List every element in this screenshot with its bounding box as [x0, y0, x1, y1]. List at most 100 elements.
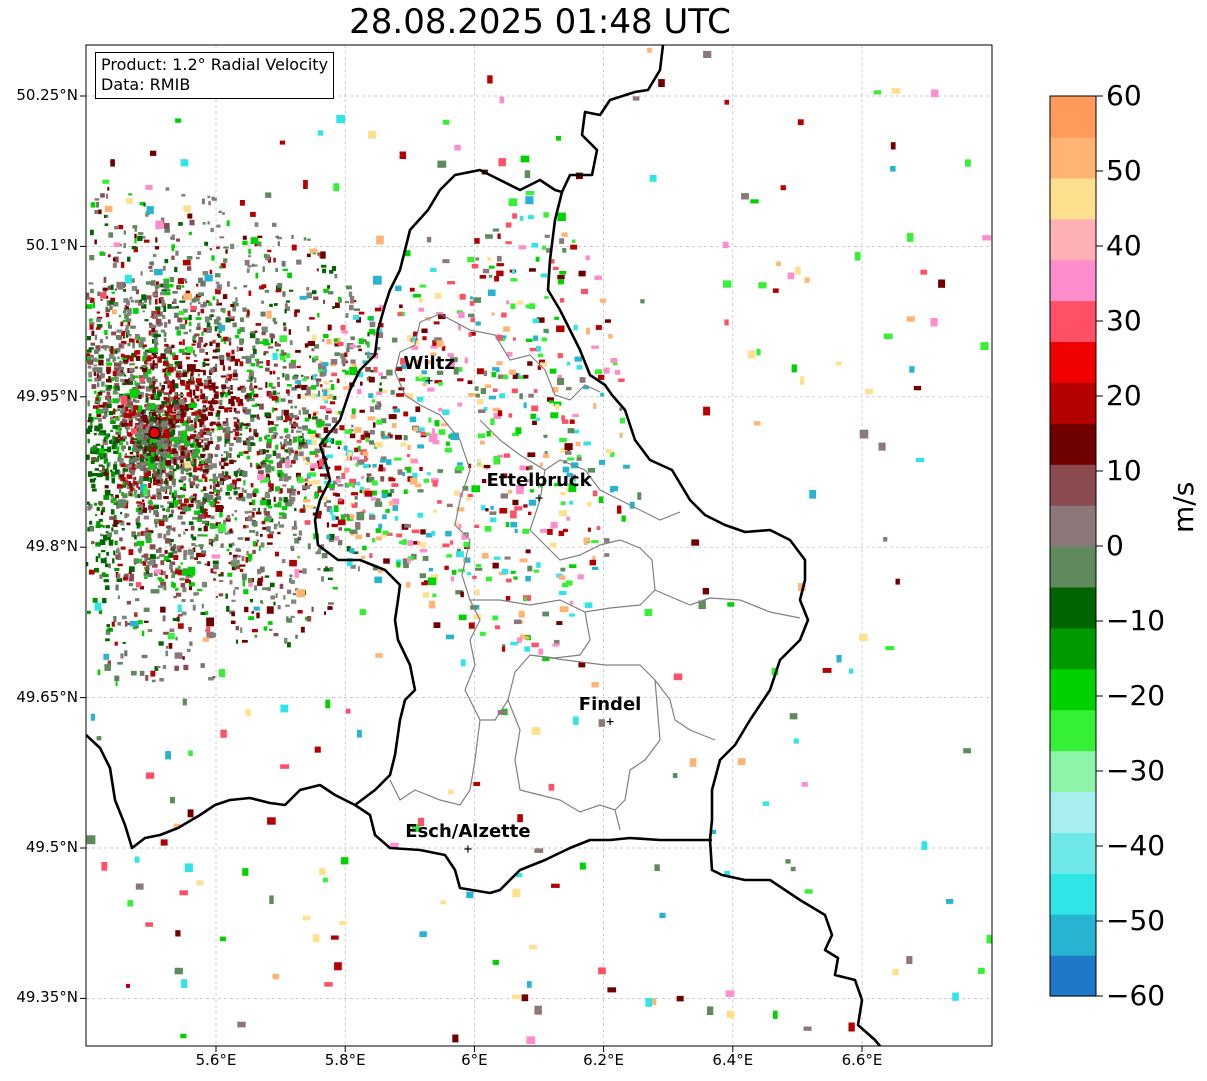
echo-pixel [90, 448, 96, 454]
echo-pixel [124, 455, 130, 458]
echo-pixel [264, 493, 271, 499]
echo-pixel [90, 229, 94, 236]
echo-pixel [248, 371, 254, 377]
echo-pixel [198, 503, 204, 508]
echo-pixel [112, 497, 116, 503]
echo-pixel [376, 419, 383, 425]
echo-pixel [313, 356, 318, 360]
echo-pixel [136, 447, 141, 452]
colorbar-swatch [1050, 750, 1096, 793]
echo-pixel [122, 419, 128, 425]
echo-pixel [107, 399, 112, 404]
echo-pixel [512, 268, 516, 274]
echo-pixel [87, 420, 91, 423]
echo-pixel [107, 285, 113, 290]
echo-pixel [162, 664, 167, 669]
colorbar-swatch [1050, 668, 1096, 711]
echo-pixel [101, 572, 106, 576]
echo-pixel [261, 284, 267, 289]
echo-pixel [295, 380, 301, 384]
echo-pixel [597, 374, 605, 380]
echo-pixel [127, 446, 132, 451]
echo-pixel [494, 276, 499, 282]
echo-pixel [102, 179, 110, 184]
echo-pixel [165, 397, 170, 403]
echo-pixel [209, 402, 213, 408]
echo-pixel [202, 405, 207, 409]
echo-pixel [145, 368, 152, 374]
echo-pixel [380, 456, 387, 461]
echo-pixel [362, 545, 367, 551]
echo-pixel [557, 212, 566, 222]
lat-tick-label: 50.25°N [16, 86, 78, 104]
echo-pixel [261, 300, 265, 304]
echo-pixel [186, 457, 191, 460]
echo-pixel [182, 411, 187, 416]
echo-pixel [187, 566, 196, 576]
echo-pixel [191, 453, 197, 459]
echo-pixel [181, 494, 185, 498]
echo-pixel [351, 424, 354, 428]
echo-pixel [224, 443, 227, 447]
echo-pixel [99, 251, 104, 256]
echo-pixel [215, 348, 221, 353]
echo-pixel [181, 194, 186, 197]
echo-pixel [438, 429, 446, 435]
echo-pixel [270, 595, 275, 600]
echo-pixel [180, 416, 184, 422]
echo-pixel [243, 440, 249, 443]
echo-pixel [143, 239, 150, 243]
echo-pixel [141, 367, 147, 372]
echo-pixel [185, 578, 190, 583]
echo-pixel [87, 471, 93, 477]
echo-pixel [248, 502, 253, 505]
echo-pixel [344, 429, 352, 434]
echo-pixel [197, 561, 202, 565]
echo-pixel [496, 255, 502, 262]
echo-pixel [211, 463, 217, 469]
echo-pixel [357, 372, 364, 378]
echo-pixel [177, 515, 183, 520]
echo-pixel [286, 384, 292, 387]
echo-pixel [488, 274, 493, 278]
echo-pixel [203, 521, 208, 524]
echo-pixel [299, 295, 307, 300]
echo-pixel [236, 559, 240, 565]
echo-pixel [138, 428, 144, 433]
echo-pixel [232, 428, 236, 432]
echo-pixel [536, 562, 541, 568]
echo-pixel [447, 353, 454, 357]
echo-pixel [352, 408, 356, 415]
echo-pixel [523, 597, 527, 602]
echo-pixel [930, 318, 938, 327]
echo-pixel [86, 292, 90, 298]
echo-pixel [591, 566, 599, 570]
echo-pixel [247, 442, 254, 447]
echo-pixel [266, 499, 272, 505]
echo-pixel [182, 698, 187, 706]
echo-pixel [559, 238, 565, 244]
echo-pixel [297, 446, 302, 450]
echo-pixel [286, 389, 290, 394]
echo-pixel [492, 959, 499, 965]
echo-pixel [220, 729, 227, 738]
echo-pixel [167, 380, 171, 385]
echo-pixel [105, 629, 111, 635]
echo-pixel [287, 589, 292, 595]
echo-pixel [114, 540, 118, 546]
echo-pixel [243, 423, 250, 426]
echo-pixel [501, 312, 507, 318]
echo-pixel [227, 441, 230, 444]
echo-pixel [306, 386, 311, 396]
echo-pixel [311, 348, 315, 352]
echo-pixel [189, 302, 192, 306]
echo-pixel [225, 426, 231, 432]
echo-pixel [368, 376, 375, 383]
echo-pixel [268, 488, 272, 493]
echo-pixel [254, 242, 258, 247]
echo-pixel [525, 190, 535, 195]
echo-pixel [112, 309, 117, 315]
radar-echoes [86, 47, 992, 1044]
echo-pixel [88, 413, 92, 417]
